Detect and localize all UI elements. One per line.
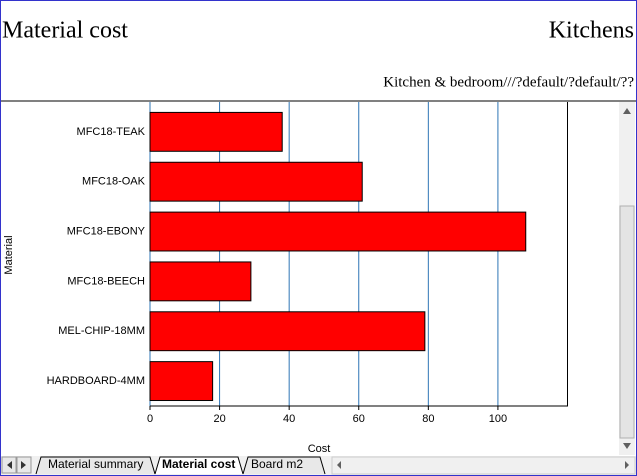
tab-next-icon: [21, 461, 26, 469]
h-scrollbar[interactable]: [331, 456, 636, 475]
scroll-down[interactable]: [623, 443, 631, 449]
tab[interactable]: [35, 456, 156, 475]
scroll-left[interactable]: [337, 461, 341, 469]
tab-active[interactable]: [154, 456, 244, 475]
y-tick-label: MEL-CHIP-18MM: [58, 325, 145, 337]
sheet-path: Kitchen & bedroom///?default/?default/??: [383, 74, 634, 90]
bar: [149, 211, 527, 252]
y-tick-label: HARDBOARD-4MM: [47, 375, 145, 387]
x-tick-label: 100: [489, 413, 507, 425]
bar: [149, 311, 426, 352]
sheet-section: Kitchens: [549, 18, 634, 44]
x-tick-label: 0: [147, 413, 153, 425]
bar: [149, 161, 363, 202]
bar: [149, 361, 214, 402]
y-tick-label: MFC18-BEECH: [67, 275, 145, 287]
y-tick-label: MFC18-EBONY: [67, 225, 146, 237]
tab[interactable]: [242, 456, 326, 475]
v-scroll-thumb[interactable]: [619, 205, 635, 439]
bar: [149, 261, 252, 302]
x-axis-label: Cost: [308, 443, 331, 455]
y-tick-label: MFC18-OAK: [82, 176, 146, 188]
scroll-right[interactable]: [625, 461, 629, 469]
x-tick-label: 40: [283, 413, 295, 425]
x-tick-label: 60: [353, 413, 365, 425]
y-axis-label: Material: [3, 235, 15, 274]
x-tick-label: 80: [422, 413, 434, 425]
x-tick-label: 20: [213, 413, 225, 425]
scroll-up[interactable]: [623, 108, 631, 114]
tab-prev-icon: [7, 461, 12, 469]
tab-label[interactable]: Board m2: [251, 457, 303, 471]
bar: [149, 111, 283, 152]
tab-label[interactable]: Material cost: [162, 457, 235, 471]
chart: Material Cost MFC18-TEAK MFC18-OAK MFC18-E…: [3, 102, 568, 455]
sheet-title: Material cost: [2, 18, 128, 44]
y-tick-label: MFC18-TEAK: [77, 126, 146, 138]
tab-label[interactable]: Material summary: [48, 457, 143, 471]
